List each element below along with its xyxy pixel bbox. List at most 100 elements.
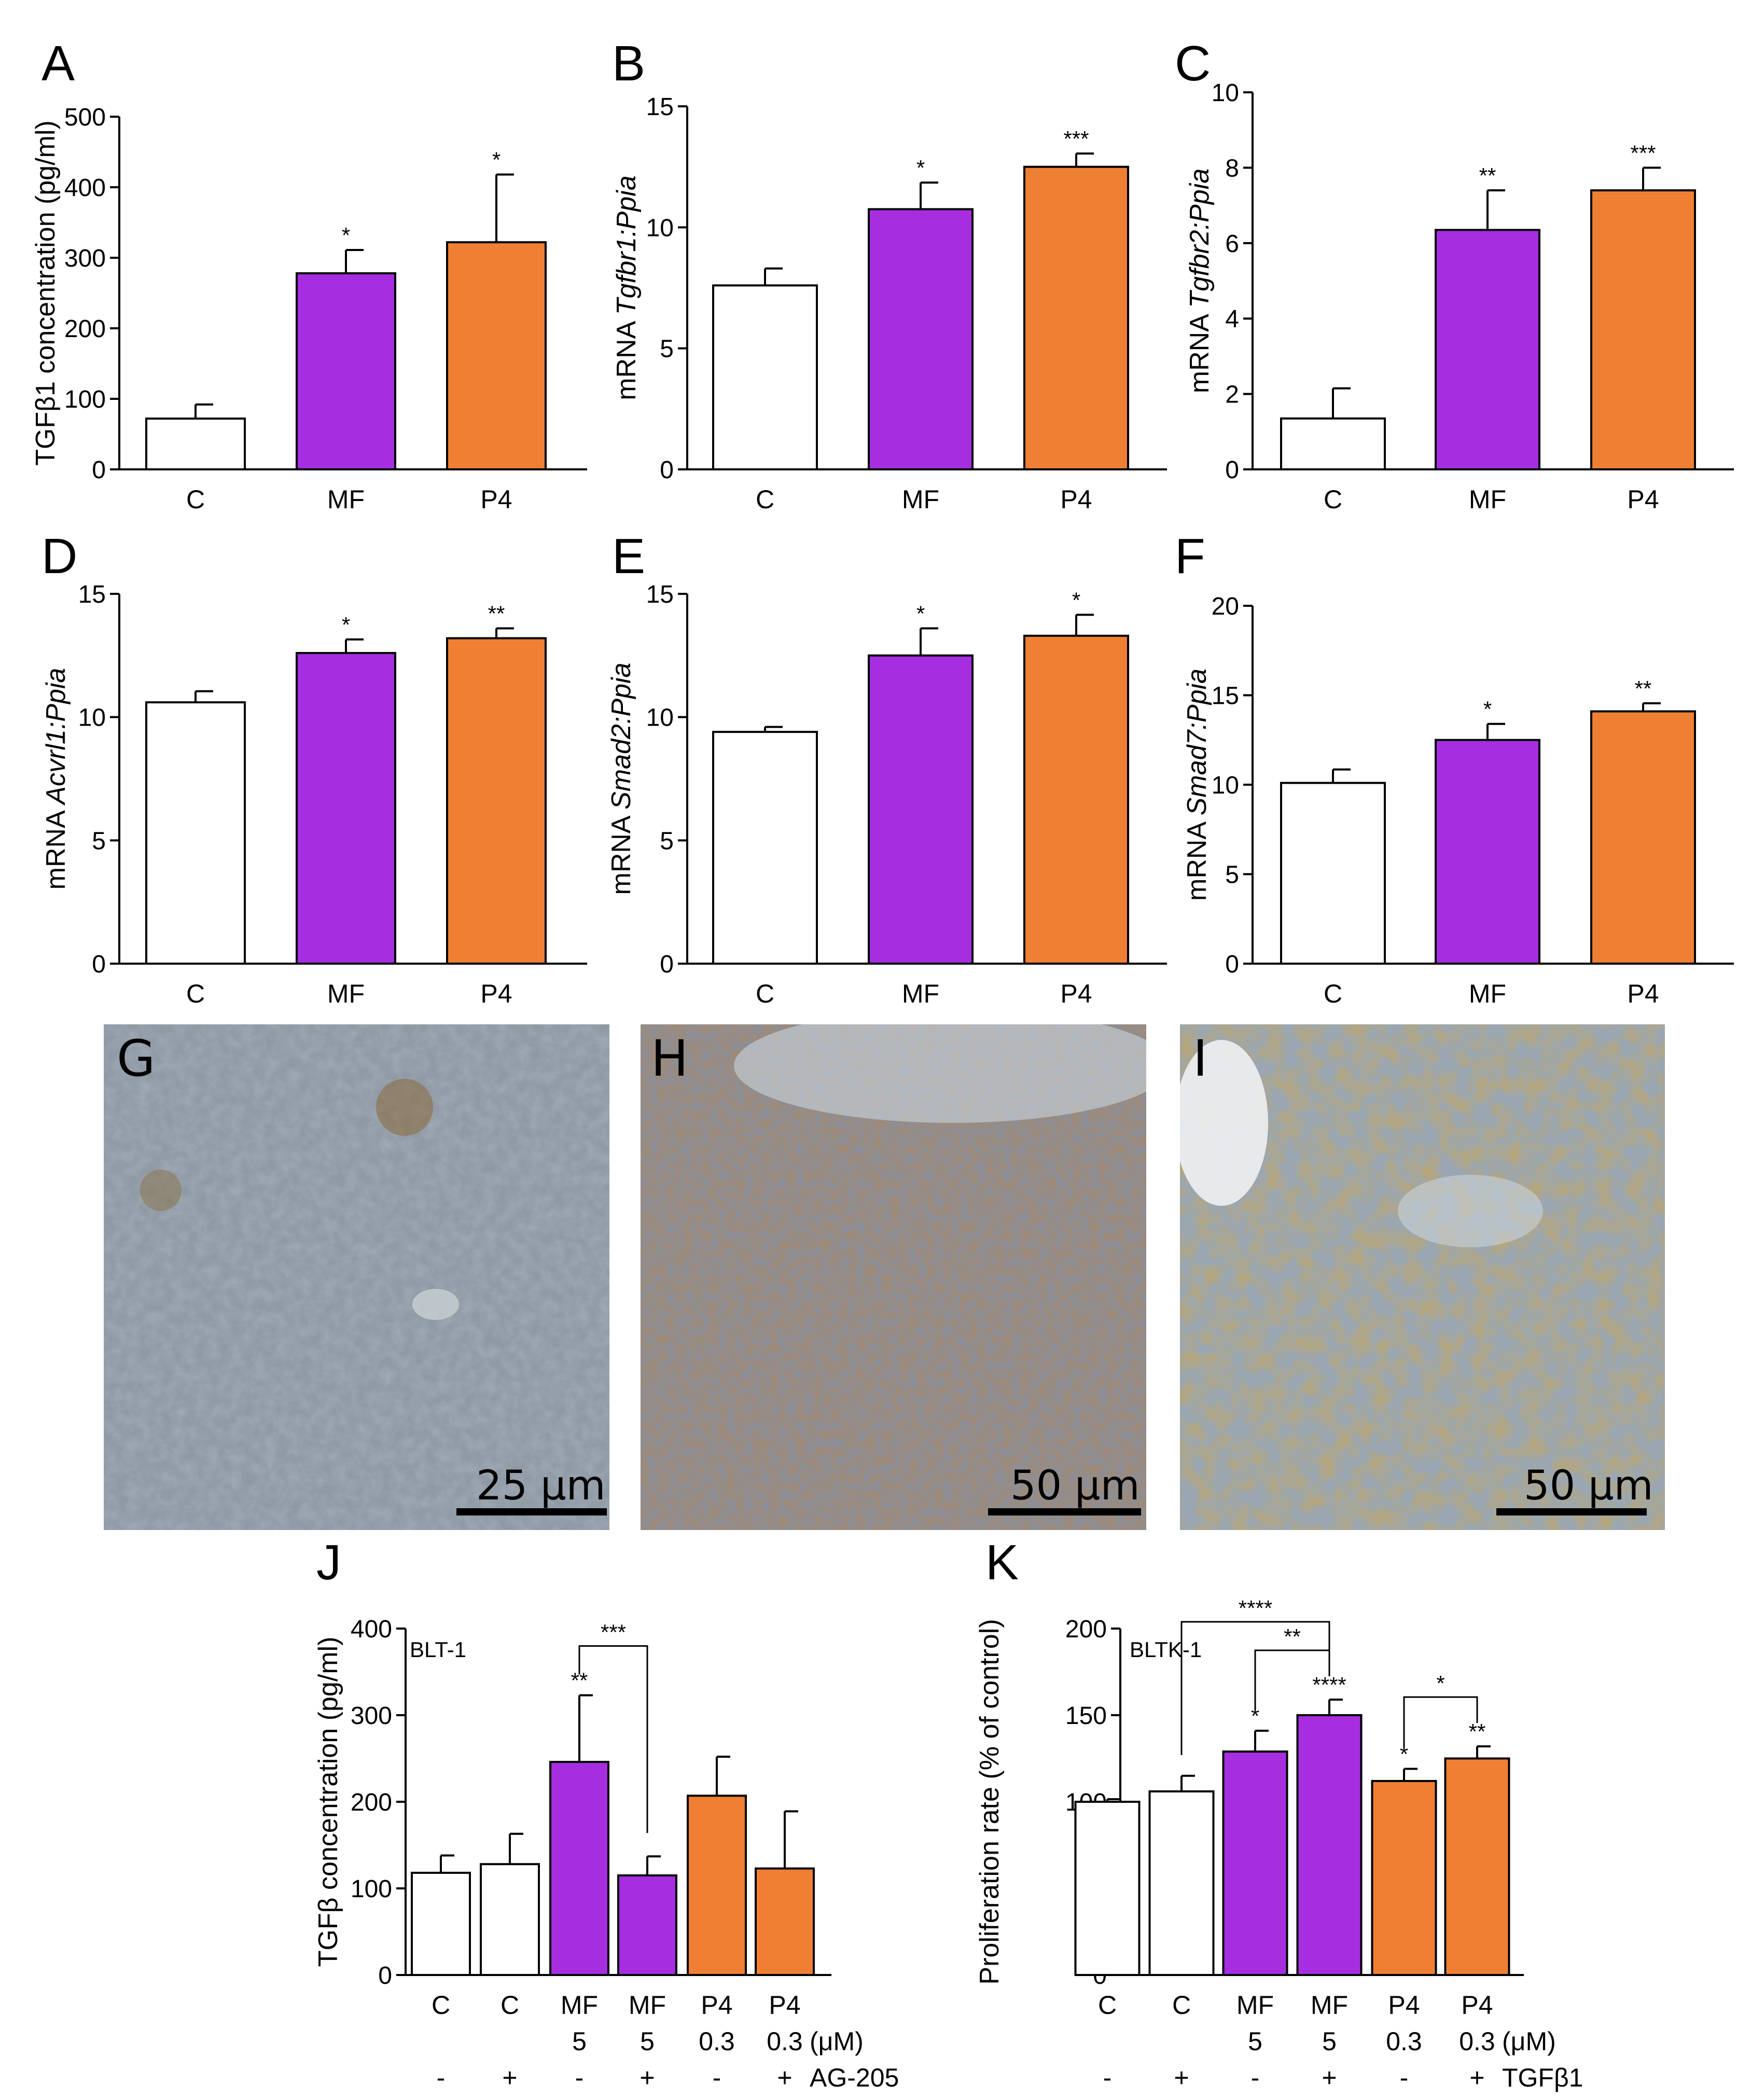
x-category-label: C (1324, 485, 1342, 514)
y-tick-label: 200 (64, 315, 106, 343)
y-tick-label: 15 (1212, 683, 1239, 710)
significance-marker: **** (1312, 1673, 1346, 1697)
x-category-label: P4 (1627, 485, 1659, 514)
bar (1371, 1779, 1437, 1976)
dose-label: 5 (640, 2027, 655, 2056)
micrograph-i-label: I (1193, 1030, 1208, 1088)
bar (755, 1867, 815, 1977)
scale-bar-label-g: 25 μm (476, 1463, 606, 1509)
y-axis-label-gene: Acvrl1:Ppia (41, 668, 71, 806)
significance-marker: * (342, 223, 350, 247)
x-category-label: C (501, 1991, 519, 2020)
x-category-label: P4 (1388, 1991, 1420, 2020)
y-tick-label: 2 (1225, 381, 1239, 409)
y-tick-label: 5 (660, 336, 674, 363)
significance-marker: * (916, 602, 925, 626)
bar (1590, 710, 1696, 965)
bar (1148, 1790, 1215, 1976)
bar (1296, 1714, 1363, 1976)
y-tick-label: 200 (351, 1789, 392, 1816)
bar (296, 652, 396, 965)
y-tick-label: 10 (1212, 79, 1239, 107)
x-category-label: MF (327, 979, 365, 1008)
bar (868, 654, 974, 965)
y-tick-label: 500 (64, 104, 106, 131)
y-axis-label-prefix: mRNA (606, 810, 636, 895)
y-tick-label: 400 (64, 174, 106, 202)
dose-label: 5 (1248, 2027, 1262, 2056)
x-category-label: C (1172, 1991, 1191, 2020)
x-category-label: MF (629, 1991, 666, 2020)
y-tick-label: 10 (646, 214, 674, 242)
y-tick-label: 10 (646, 704, 674, 732)
significance-marker: * (1400, 1742, 1408, 1767)
y-tick-label: 300 (351, 1702, 392, 1730)
treatment-sign: + (777, 2063, 792, 2092)
y-tick-label: 400 (351, 1616, 392, 1643)
y-axis-label: mRNA Tgfbr2:Ppia (1185, 169, 1215, 394)
significance-marker: * (1072, 588, 1080, 612)
bar (145, 701, 246, 965)
x-category-label: P4 (769, 1991, 800, 2020)
dose-label: 5 (1322, 2027, 1337, 2056)
significance-marker: * (492, 148, 501, 172)
x-category-label: C (756, 485, 774, 514)
treatment-sign: + (1469, 2063, 1484, 2092)
y-axis-label: TGFβ1 concentration (pg/ml) (31, 120, 61, 466)
significance-bracket (578, 1645, 648, 1833)
dose-unit-label: (μM) (810, 2027, 864, 2056)
bar (145, 418, 246, 471)
significance-marker: *** (1063, 127, 1089, 151)
x-category-label: P4 (1461, 1991, 1493, 2020)
x-category-label: MF (1311, 1991, 1348, 2020)
bar (617, 1874, 677, 1976)
significance-marker: ** (1469, 1719, 1486, 1744)
significance-marker: *** (1630, 141, 1656, 165)
bar (868, 208, 974, 470)
x-category-label: P4 (701, 1991, 732, 2020)
x-category-label: C (186, 979, 205, 1008)
y-axis-label: mRNA Smad7:Ppia (1182, 669, 1212, 901)
x-category-label: MF (1236, 1991, 1274, 2020)
y-tick-label: 6 (1225, 230, 1239, 258)
y-axis-label: mRNA Smad2:Ppia (606, 663, 636, 895)
x-category-label: P4 (480, 485, 512, 514)
panel-label: A (41, 36, 75, 91)
y-tick-label: 8 (1225, 155, 1239, 182)
cell-line-label: BLTK-1 (1130, 1637, 1202, 1662)
y-tick-label: 5 (92, 827, 106, 855)
y-tick-label: 10 (78, 704, 106, 732)
y-axis-label-prefix: mRNA (1182, 815, 1212, 901)
significance-marker: ** (488, 602, 505, 626)
y-tick-label: 5 (1225, 861, 1239, 889)
y-axis-label-prefix: mRNA (41, 804, 71, 890)
micrograph-g (104, 1024, 609, 1530)
y-tick-label: 15 (78, 581, 106, 608)
y-tick-label: 0 (1225, 456, 1239, 484)
scale-bar-label-i: 50 μm (1524, 1463, 1653, 1509)
y-axis-label-gene: Tgfbr2:Ppia (1185, 169, 1215, 308)
treatment-sign: + (1322, 2063, 1337, 2092)
y-tick-label: 200 (1065, 1616, 1107, 1643)
micrograph-h-label: H (651, 1030, 689, 1088)
significance-bracket (1180, 1621, 1330, 1755)
x-category-label: MF (561, 1991, 598, 2020)
dose-label: 0.3 (1386, 2027, 1422, 2056)
bar (712, 731, 818, 965)
y-tick-label: 4 (1225, 305, 1239, 333)
panel-label: C (1175, 36, 1211, 91)
dose-label: 0.3 (1459, 2027, 1495, 2056)
y-tick-label: 15 (646, 581, 674, 608)
dose-label: 0.3 (699, 2027, 735, 2056)
treatment-sign: - (1103, 2063, 1112, 2092)
y-tick-label: 0 (660, 951, 674, 978)
bar (1280, 782, 1386, 965)
significance-marker: * (1251, 1704, 1259, 1728)
significance-marker: ** (1635, 676, 1652, 701)
y-tick-label: 0 (660, 456, 674, 484)
x-category-label: P4 (1627, 979, 1659, 1008)
bar (1222, 1750, 1288, 1976)
treatment-sign: + (640, 2063, 655, 2092)
bar (1074, 1801, 1141, 1976)
